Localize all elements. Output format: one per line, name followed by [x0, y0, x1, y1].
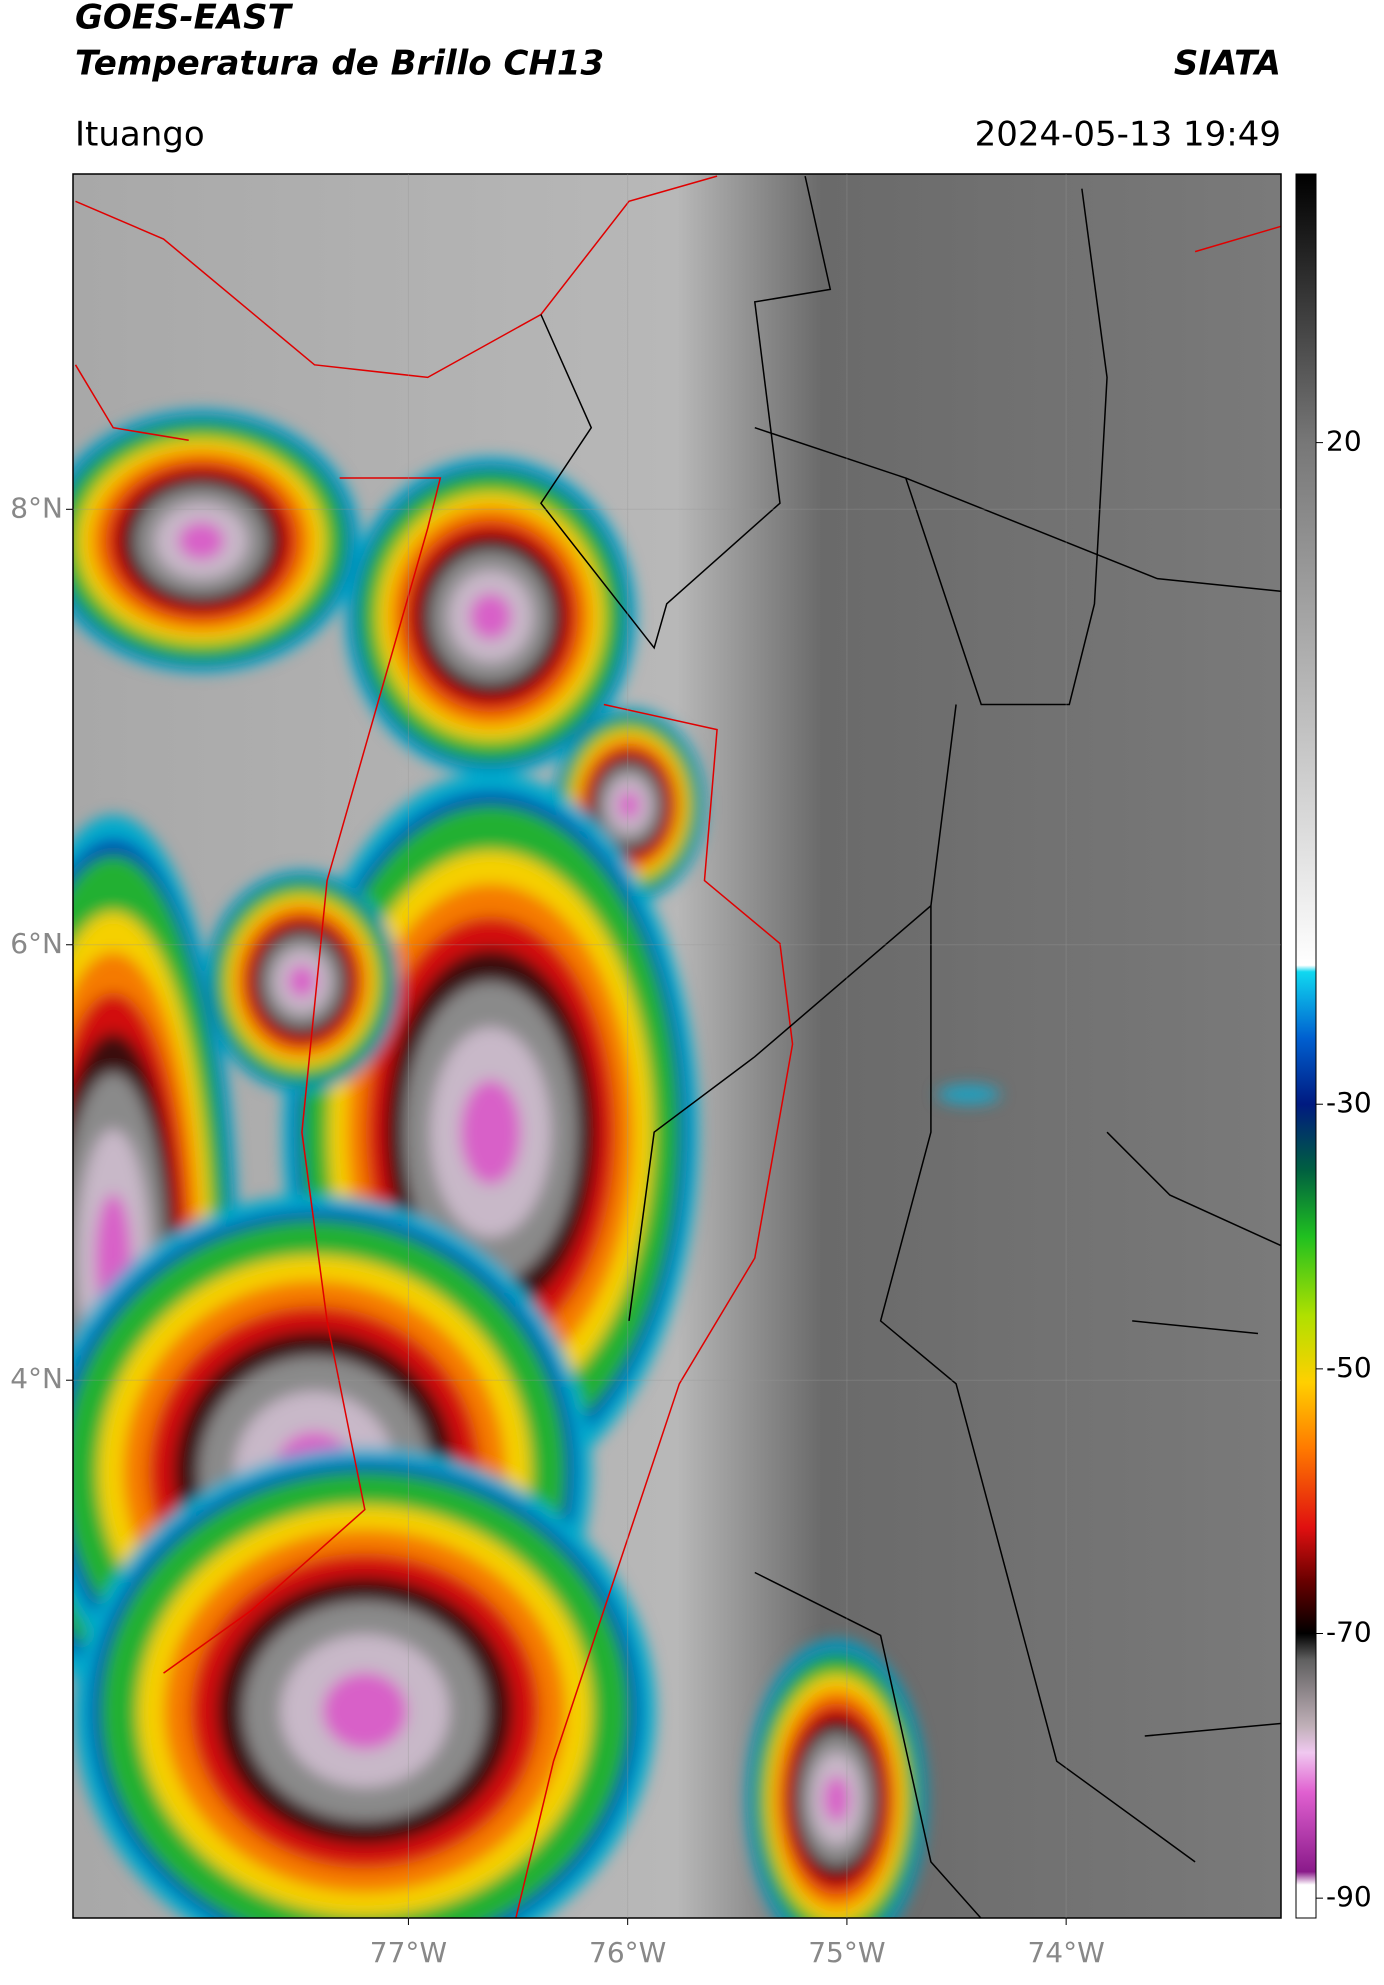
colorbar-tick-label: -50	[1326, 1351, 1372, 1384]
colorbar-tick-label: -90	[1326, 1880, 1372, 1913]
y-tick-label: 8°N	[10, 491, 63, 524]
x-tick-label: 75°W	[808, 1936, 885, 1969]
colorbar-tick-label: 20	[1326, 425, 1362, 458]
y-tick-label: 4°N	[10, 1362, 63, 1395]
x-tick-label: 74°W	[1027, 1936, 1104, 1969]
axes: 77°W 76°W 75°W 74°W 4°N 6°N 8°N	[10, 174, 1281, 1969]
y-tick-label: 6°N	[10, 927, 63, 960]
map-frame	[72, 173, 1282, 1919]
colorbar-scale	[1295, 173, 1317, 1919]
location: Ituango	[75, 115, 205, 155]
x-tick-label: 77°W	[370, 1936, 447, 1969]
subtitle: Temperatura de Brillo CH13	[75, 44, 604, 84]
satellite-image	[73, 174, 1281, 1918]
datetime: 2024-05-13 19:49	[975, 115, 1281, 155]
title: GOES-EAST	[75, 0, 294, 38]
colorbar: -90 -70 -50 -30 20	[1295, 173, 1372, 1919]
source: SIATA	[1174, 44, 1281, 84]
x-tick-label: 76°W	[589, 1936, 666, 1969]
colorbar-tick-label: -30	[1326, 1086, 1372, 1119]
colorbar-tick-label: -70	[1326, 1616, 1372, 1649]
